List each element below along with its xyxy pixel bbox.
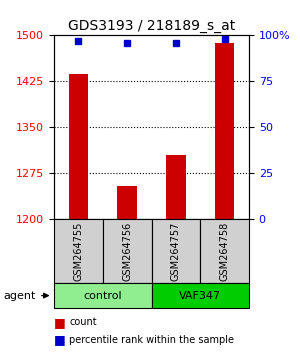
Text: control: control xyxy=(83,291,122,301)
Text: percentile rank within the sample: percentile rank within the sample xyxy=(69,335,234,345)
Text: GSM264755: GSM264755 xyxy=(74,222,83,281)
Bar xyxy=(215,44,234,219)
Bar xyxy=(166,155,186,219)
Text: GSM264756: GSM264756 xyxy=(122,222,132,281)
Text: agent: agent xyxy=(3,291,35,301)
Bar xyxy=(117,186,137,219)
Text: GSM264757: GSM264757 xyxy=(171,222,181,281)
Text: VAF347: VAF347 xyxy=(179,291,221,301)
Text: count: count xyxy=(69,317,97,327)
Text: ■: ■ xyxy=(54,333,66,346)
Title: GDS3193 / 218189_s_at: GDS3193 / 218189_s_at xyxy=(68,19,235,33)
Text: GSM264758: GSM264758 xyxy=(220,222,230,281)
Text: ■: ■ xyxy=(54,316,66,329)
Bar xyxy=(69,74,88,219)
